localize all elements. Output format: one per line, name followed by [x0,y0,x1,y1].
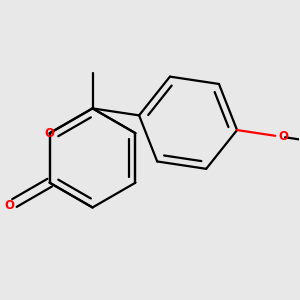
Text: O: O [278,130,288,143]
Text: O: O [45,127,55,140]
Text: O: O [4,200,14,212]
